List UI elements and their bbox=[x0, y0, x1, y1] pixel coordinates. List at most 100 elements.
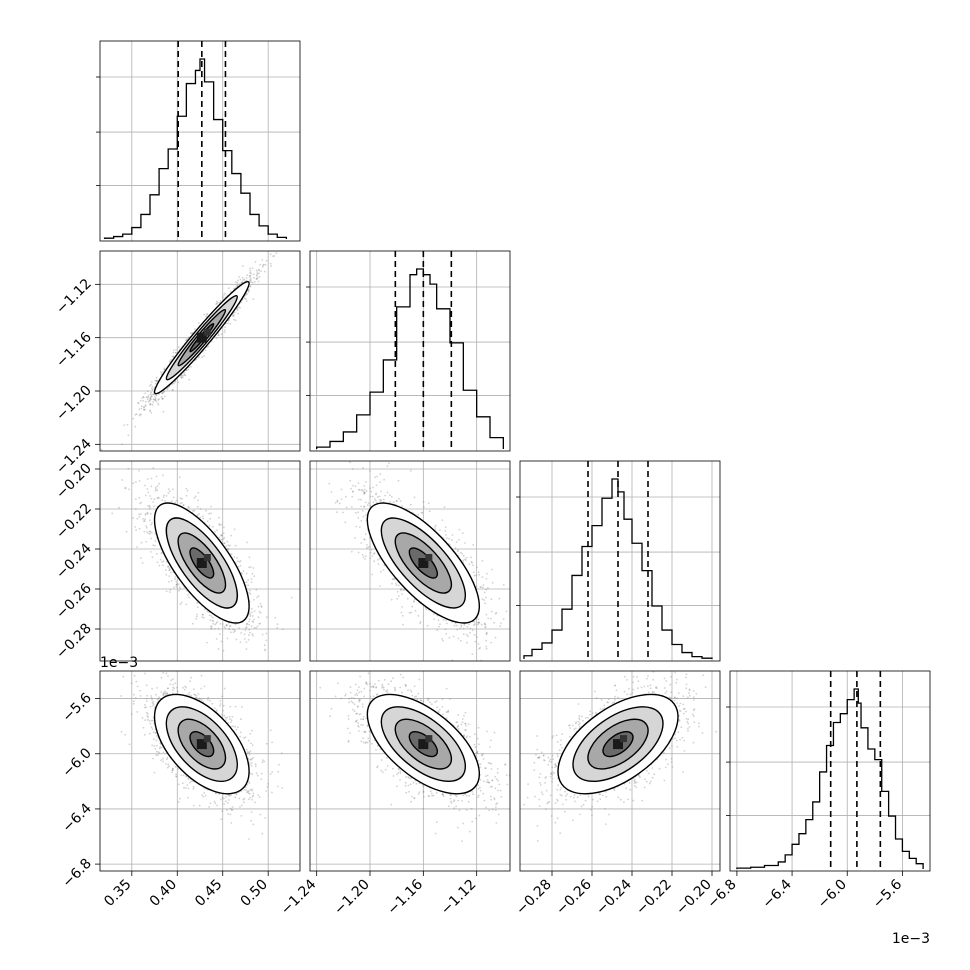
scatter-point bbox=[146, 390, 149, 393]
scatter-point bbox=[213, 627, 216, 630]
scatter-point bbox=[175, 585, 178, 588]
scatter-point bbox=[234, 544, 237, 547]
scatter-point bbox=[227, 548, 230, 550]
scatter-point bbox=[397, 479, 400, 482]
scatter-point bbox=[252, 298, 255, 300]
scatter-point bbox=[362, 515, 365, 518]
scatter-point bbox=[249, 592, 252, 595]
scatter-point bbox=[364, 533, 367, 535]
scatter-point bbox=[138, 480, 141, 482]
scatter-point bbox=[155, 400, 158, 403]
scatter-point bbox=[245, 626, 248, 629]
scatter-point bbox=[400, 611, 403, 614]
scatter-point bbox=[377, 558, 379, 561]
scatter-point bbox=[154, 486, 157, 489]
scatter-point bbox=[237, 279, 239, 282]
scatter-point bbox=[145, 541, 148, 543]
scatter-point bbox=[475, 585, 478, 588]
scatter-point bbox=[150, 726, 153, 729]
scatter-point bbox=[483, 623, 486, 625]
scatter-point bbox=[167, 687, 170, 690]
scatter-point bbox=[364, 492, 366, 494]
scatter-point bbox=[483, 622, 486, 625]
scatter-point bbox=[120, 695, 122, 697]
scatter-point bbox=[391, 582, 393, 585]
scatter-point bbox=[223, 626, 226, 628]
scatter-point bbox=[155, 754, 158, 756]
scatter-point bbox=[156, 744, 158, 747]
scatter-point bbox=[148, 530, 151, 533]
scatter-point bbox=[247, 751, 249, 753]
scatter-point bbox=[334, 501, 337, 504]
scatter-point bbox=[256, 774, 259, 777]
scatter-point bbox=[357, 551, 360, 554]
scatter-point bbox=[149, 399, 151, 402]
scatter-point bbox=[475, 574, 478, 577]
scatter-point bbox=[172, 586, 175, 589]
scatter-point bbox=[199, 516, 202, 519]
scatter-point bbox=[481, 576, 484, 578]
scatter-point bbox=[249, 271, 251, 274]
scatter-point bbox=[466, 626, 469, 628]
scatter-point bbox=[252, 276, 255, 279]
scatter-point bbox=[197, 491, 200, 494]
scatter-point bbox=[402, 623, 404, 626]
scatter-point bbox=[152, 398, 155, 401]
scatter-point bbox=[438, 625, 440, 628]
scatter-point bbox=[252, 792, 255, 795]
scatter-point bbox=[212, 622, 215, 625]
scatter-point bbox=[244, 736, 247, 739]
scatter-point bbox=[177, 381, 180, 384]
scatter-point bbox=[180, 774, 183, 777]
scatter-point bbox=[202, 617, 205, 619]
scatter-point bbox=[228, 795, 231, 797]
scatter-point bbox=[220, 333, 223, 336]
scatter-point bbox=[196, 613, 198, 616]
scatter-point bbox=[484, 623, 487, 626]
scatter-point bbox=[505, 610, 508, 613]
scatter-point bbox=[187, 368, 190, 371]
scatter-point bbox=[414, 609, 417, 612]
scatter-point bbox=[445, 619, 447, 622]
scatter-point bbox=[216, 529, 219, 532]
scatter-point bbox=[195, 615, 198, 618]
scatter-point bbox=[386, 491, 389, 494]
scatter-point bbox=[248, 753, 251, 756]
scatter-point bbox=[471, 561, 473, 564]
scatter-point bbox=[330, 491, 333, 493]
scatter-point bbox=[210, 512, 212, 515]
scatter-point bbox=[395, 582, 397, 585]
scatter-point bbox=[168, 490, 171, 493]
scatter-point bbox=[515, 641, 517, 643]
scatter-point bbox=[379, 498, 381, 501]
scatter-point bbox=[485, 645, 488, 648]
scatter-point bbox=[137, 402, 140, 405]
scatter-point bbox=[235, 793, 238, 796]
scatter-point bbox=[265, 639, 268, 642]
scatter-point bbox=[190, 694, 193, 697]
scatter-point bbox=[214, 707, 217, 710]
scatter-point bbox=[265, 742, 268, 745]
scatter-point bbox=[225, 624, 228, 627]
scatter-point bbox=[363, 505, 366, 508]
scatter-point bbox=[233, 318, 235, 321]
scatter-point bbox=[386, 465, 389, 468]
scatter-point bbox=[174, 576, 177, 578]
scatter-point bbox=[236, 309, 239, 311]
scatter-point bbox=[250, 581, 253, 584]
scatter-point bbox=[469, 631, 471, 634]
scatter-point bbox=[248, 275, 251, 277]
scatter-point bbox=[158, 696, 161, 699]
scatter-point bbox=[192, 688, 195, 690]
scatter-point bbox=[192, 804, 195, 807]
scatter-point bbox=[224, 627, 227, 630]
scatter-point bbox=[174, 765, 177, 768]
scatter-point bbox=[395, 499, 398, 502]
scatter-point bbox=[177, 767, 180, 770]
scatter-point bbox=[252, 598, 255, 601]
scatter-point bbox=[161, 398, 164, 400]
scatter-point bbox=[240, 804, 243, 807]
scatter-point bbox=[182, 686, 184, 689]
scatter-point bbox=[228, 799, 230, 801]
scatter-point bbox=[379, 473, 382, 475]
